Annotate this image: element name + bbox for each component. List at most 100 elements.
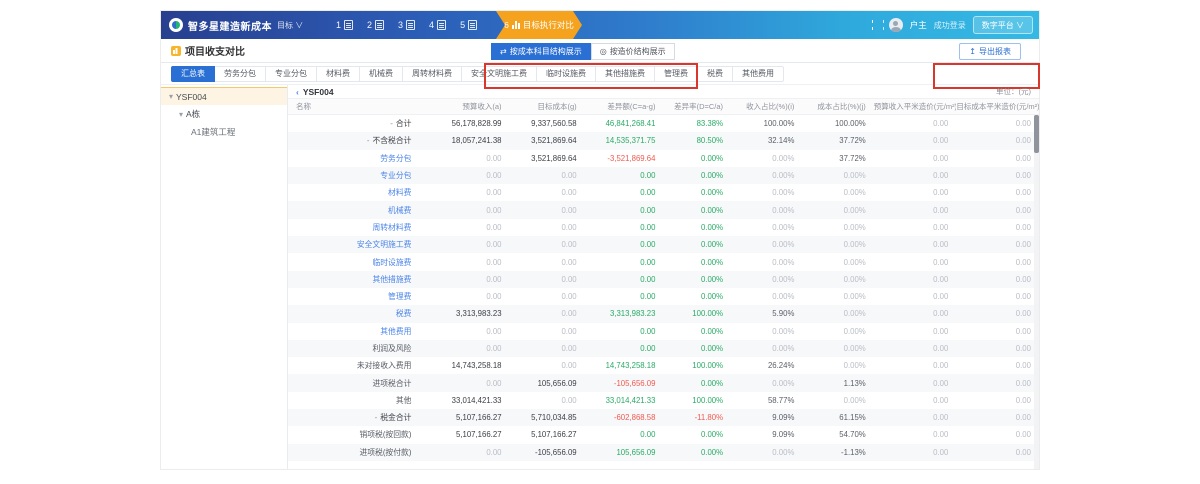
table-row[interactable]: 其他费用0.000.000.000.00%0.00%0.00%0.000.00 — [288, 323, 1039, 340]
row-label: 材料费 — [388, 188, 411, 197]
cell-value: 0.00 — [956, 396, 1039, 405]
vertical-scrollbar[interactable] — [1034, 115, 1039, 469]
cell-value: 0.00 — [874, 379, 957, 388]
table-row[interactable]: 其他33,014,421.330.0033,014,421.33100.00%5… — [288, 392, 1039, 409]
table-row[interactable]: 劳务分包0.003,521,869.64-3,521,869.640.00%0.… — [288, 150, 1039, 167]
export-button[interactable]: ↥ 导出报表 — [959, 43, 1021, 60]
table-row[interactable]: 机械费0.000.000.000.00%0.00%0.00%0.000.00 — [288, 201, 1039, 218]
row-name[interactable]: 其他措施费 — [288, 274, 419, 285]
cell-value: 100.00% — [663, 361, 731, 370]
table-row[interactable]: 进项税合计0.00105,656.09-105,656.090.00%0.00%… — [288, 374, 1039, 391]
fullscreen-icon[interactable] — [872, 20, 882, 30]
row-name[interactable]: 税费 — [288, 308, 419, 319]
table-row[interactable]: 管理费0.000.000.000.00%0.00%0.00%0.000.00 — [288, 288, 1039, 305]
table-row[interactable]: 其他措施费0.000.000.000.00%0.00%0.00%0.000.00 — [288, 271, 1039, 288]
tab-其他措施费[interactable]: 其他措施费 — [596, 66, 655, 82]
table-row[interactable]: -不含税合计18,057,241.383,521,869.6414,535,37… — [288, 132, 1039, 149]
row-name: 进项税合计 — [288, 378, 419, 389]
table-row[interactable]: 材料费0.000.000.000.00%0.00%0.00%0.000.00 — [288, 184, 1039, 201]
tab-管理费[interactable]: 管理费 — [655, 66, 698, 82]
row-name[interactable]: 管理费 — [288, 291, 419, 302]
sidebar-item-A1建筑工程[interactable]: A1建筑工程 — [161, 123, 287, 141]
cell-value: 0.00 — [419, 188, 509, 197]
row-name[interactable]: 临时设施费 — [288, 257, 419, 268]
table-row[interactable]: -税金合计5,107,166.275,710,034.85-602,868.58… — [288, 409, 1039, 426]
tab-临时设施费[interactable]: 临时设施费 — [537, 66, 596, 82]
view-toggle-button-1[interactable]: ⇄按成本科目结构展示 — [491, 43, 591, 60]
row-name[interactable]: 材料费 — [288, 187, 419, 198]
tab-机械费[interactable]: 机械费 — [360, 66, 403, 82]
collapse-icon[interactable]: - — [367, 136, 370, 145]
nav-step-1[interactable]: 1 — [336, 20, 353, 30]
cell-value: -105,656.09 — [510, 448, 585, 457]
cell-value: 0.00 — [874, 275, 957, 284]
table-row[interactable]: 临时设施费0.000.000.000.00%0.00%0.00%0.000.00 — [288, 253, 1039, 270]
tab-税费[interactable]: 税费 — [698, 66, 733, 82]
table-row[interactable]: 专业分包0.000.000.000.00%0.00%0.00%0.000.00 — [288, 167, 1039, 184]
row-name[interactable]: 劳务分包 — [288, 153, 419, 164]
cell-value: 5,107,166.27 — [419, 430, 509, 439]
cell-value: 5.90% — [731, 309, 802, 318]
row-name[interactable]: 专业分包 — [288, 170, 419, 181]
scrollbar-thumb[interactable] — [1034, 115, 1039, 153]
row-name[interactable]: 安全文明施工费 — [288, 239, 419, 250]
nav-step-number: 2 — [367, 20, 372, 30]
tab-周转材料费[interactable]: 周转材料费 — [403, 66, 462, 82]
view-toggle-button-2[interactable]: ◎按造价结构展示 — [591, 43, 675, 60]
tab-汇总表[interactable]: 汇总表 — [171, 66, 215, 82]
cell-value: 61.15% — [802, 413, 873, 422]
logo-mode-dropdown[interactable]: 目标 ∨ — [277, 20, 303, 31]
cell-value: 0.00% — [663, 223, 731, 232]
cell-value: 0.00 — [874, 206, 957, 215]
table-row[interactable]: 未对接收入费用14,743,258.180.0014,743,258.18100… — [288, 357, 1039, 374]
cell-value: 105,656.09 — [585, 448, 664, 457]
nav-step-number: 3 — [398, 20, 403, 30]
nav-step-active[interactable]: 6 目标执行对比 — [496, 11, 582, 39]
row-name: 其他 — [288, 395, 419, 406]
sidebar-item-A栋[interactable]: ▾A栋 — [161, 105, 287, 123]
app-logo[interactable]: 智多星建造新成本 目标 ∨ — [161, 18, 303, 33]
row-label: 其他措施费 — [372, 275, 411, 284]
row-label: 劳务分包 — [380, 154, 411, 163]
table-row[interactable]: 销项税(按回款)5,107,166.275,107,166.270.000.00… — [288, 426, 1039, 443]
platform-button[interactable]: 数字平台 ∨ — [973, 16, 1033, 34]
row-label: 管理费 — [388, 292, 411, 301]
row-name[interactable]: 周转材料费 — [288, 222, 419, 233]
cell-value: 54.70% — [802, 430, 873, 439]
table-row[interactable]: -合计56,178,828.999,337,560.5846,841,268.4… — [288, 115, 1039, 132]
table-row[interactable]: 安全文明施工费0.000.000.000.00%0.00%0.00%0.000.… — [288, 236, 1039, 253]
cell-value: 0.00 — [419, 379, 509, 388]
tab-劳务分包[interactable]: 劳务分包 — [215, 66, 266, 82]
table-row[interactable]: 周转材料费0.000.000.000.00%0.00%0.00%0.000.00 — [288, 219, 1039, 236]
app-window: 智多星建造新成本 目标 ∨ 12345 6 目标执行对比 户主 成功登录 数字平… — [160, 10, 1040, 470]
cell-value: 0.00 — [956, 171, 1039, 180]
table-row[interactable]: 进项税(按付款)0.00-105,656.09105,656.090.00%0.… — [288, 444, 1039, 461]
cell-value: 100.00% — [802, 119, 873, 128]
avatar[interactable] — [889, 18, 903, 32]
sidebar-item-YSF004[interactable]: ▾YSF004 — [161, 87, 287, 105]
breadcrumb: YSF004 — [303, 87, 334, 97]
nav-step-5[interactable]: 5 — [460, 20, 477, 30]
nav-step-3[interactable]: 3 — [398, 20, 415, 30]
cell-value: 0.00% — [731, 223, 802, 232]
row-name[interactable]: 其他费用 — [288, 326, 419, 337]
collapse-icon[interactable]: - — [390, 119, 393, 128]
row-name: -不含税合计 — [288, 135, 419, 146]
table-row[interactable]: 税费3,313,983.230.003,313,983.23100.00%5.9… — [288, 305, 1039, 322]
nav-step-4[interactable]: 4 — [429, 20, 446, 30]
tab-其他费用[interactable]: 其他费用 — [733, 66, 784, 82]
tab-材料费[interactable]: 材料费 — [317, 66, 360, 82]
chevron-down-icon: ▾ — [179, 110, 183, 119]
document-icon — [437, 20, 446, 30]
collapse-back-icon[interactable]: ‹ — [296, 87, 299, 97]
document-icon — [406, 20, 415, 30]
tab-专业分包[interactable]: 专业分包 — [266, 66, 317, 82]
user-name: 户主 — [910, 19, 927, 31]
table-row[interactable]: 利润及风险0.000.000.000.00%0.00%0.00%0.000.00 — [288, 340, 1039, 357]
tab-安全文明施工费[interactable]: 安全文明施工费 — [462, 66, 537, 82]
row-name[interactable]: 机械费 — [288, 205, 419, 216]
row-label: 利润及风险 — [372, 344, 411, 353]
nav-step-2[interactable]: 2 — [367, 20, 384, 30]
collapse-icon[interactable]: - — [375, 413, 378, 422]
cell-value: 0.00% — [802, 292, 873, 301]
